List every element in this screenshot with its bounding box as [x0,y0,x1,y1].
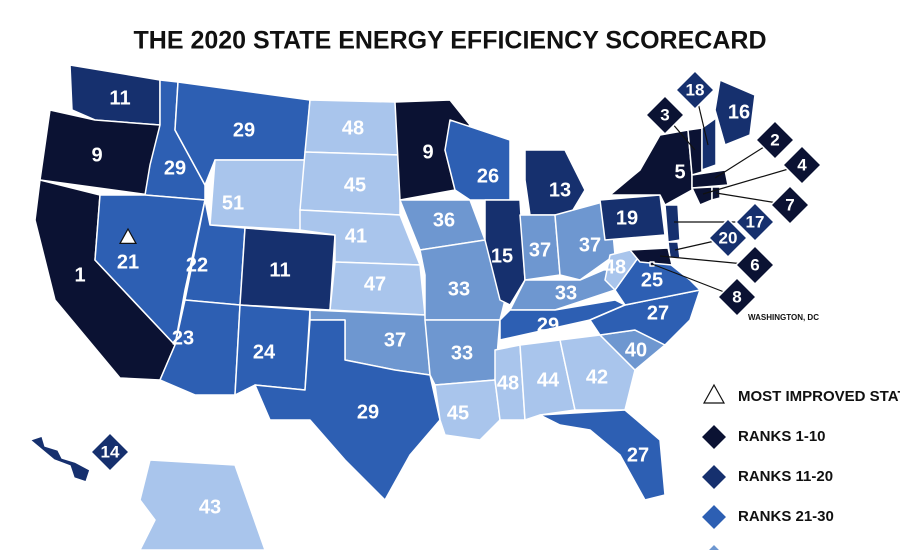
legend-swatch [699,502,729,532]
state-rank: 44 [537,369,560,391]
legend-label: RANKS 1-10 [738,428,826,445]
state-rank: 9 [91,144,102,166]
state-rank: 14 [101,442,120,461]
state [664,204,681,243]
state-rank: 21 [117,251,139,273]
state-rank: 22 [186,254,208,276]
state [714,79,756,146]
legend-label: RANKS 11-20 [738,468,833,485]
map-title: THE 2020 STATE ENERGY EFFICIENCY SCORECA… [134,27,767,55]
state [519,339,576,421]
state [139,459,266,550]
state-rank: 20 [719,228,738,247]
state-rank: 47 [364,273,386,295]
state [691,169,729,189]
most-improved-marker [118,227,138,244]
legend-label: MOST IMPROVED STATE [738,388,900,405]
state-rank: 43 [199,496,221,518]
state-rank: 19 [616,207,638,229]
state-rank: 17 [746,212,765,231]
state-rank: 42 [586,366,608,388]
rank-diamond [89,431,131,473]
state-rank: 1 [74,264,85,286]
state [687,127,703,176]
state-rank: 37 [529,239,551,261]
rank-diamond [734,244,776,286]
state-rank: 5 [674,161,685,183]
legend-swatch [699,462,729,492]
state [94,194,206,346]
state [539,409,666,501]
state-rank: 33 [448,278,470,300]
state-rank: 27 [627,444,649,466]
state-rank: 6 [750,255,759,274]
state-rank: 29 [233,119,255,141]
states [29,64,756,550]
legend-label: RANKS 21-30 [738,508,834,525]
state [254,319,441,501]
rank-diamond [734,201,776,243]
state-rank: 45 [447,402,469,424]
leader-line [702,164,803,195]
state-rank: 37 [384,329,406,351]
rank-diamond [707,217,749,259]
rank-diamond [716,276,758,318]
state-rank: 25 [641,269,663,291]
state-rank: 37 [579,234,601,256]
legend-label: RANKS 31-40 [738,548,834,550]
state [701,117,717,171]
state-rank: 45 [344,174,366,196]
state-rank: 8 [732,287,741,306]
legend-swatch [699,422,729,452]
legend-swatch [702,383,726,404]
state-rank: 51 [222,192,244,214]
state-rank: 29 [164,157,186,179]
state [599,194,666,241]
legend: MOST IMPROVED STATE RANKS 1-10 RANKS 11-20… [699,383,900,550]
rank-labels: 1191292129512223112448454147372993633334… [74,69,823,518]
state-rank: 2 [770,130,779,149]
state [444,119,511,201]
state [629,247,673,266]
rank-diamond [674,69,716,111]
state [604,249,641,291]
state-rank: 3 [660,105,669,124]
state-rank: 36 [433,209,455,231]
state [29,435,91,483]
state-rank: 48 [497,372,519,394]
dc-label: WASHINGTON, DC [748,313,819,322]
state [484,199,526,306]
state-rank: 33 [451,342,473,364]
state-rank: 16 [728,101,750,123]
rank-diamond [754,119,796,161]
state-rank: 11 [269,259,290,281]
state-rank: 13 [549,179,571,201]
rank-diamond [769,184,811,226]
state-rank: 33 [555,282,577,304]
state-rank: 23 [172,327,194,349]
state-rank: 29 [357,401,379,423]
state-rank: 7 [785,195,794,214]
state-rank: 18 [686,80,705,99]
state-rank: 4 [797,155,807,174]
rank-diamond [644,94,686,136]
state-rank: 26 [477,165,499,187]
state [559,334,636,411]
state-rank: 11 [109,87,130,109]
state-rank: 15 [491,245,513,267]
state-rank: 9 [422,141,433,163]
state-rank: 27 [647,302,669,324]
rank-diamond [781,144,823,186]
state-rank: 48 [342,117,364,139]
state [494,344,526,421]
state-rank: 40 [625,339,647,361]
state-rank: 29 [537,314,559,336]
state-rank: 48 [604,256,626,278]
state [691,186,713,206]
legend-swatch [706,542,722,550]
state-rank: 24 [253,341,276,363]
state-rank: 41 [345,225,367,247]
